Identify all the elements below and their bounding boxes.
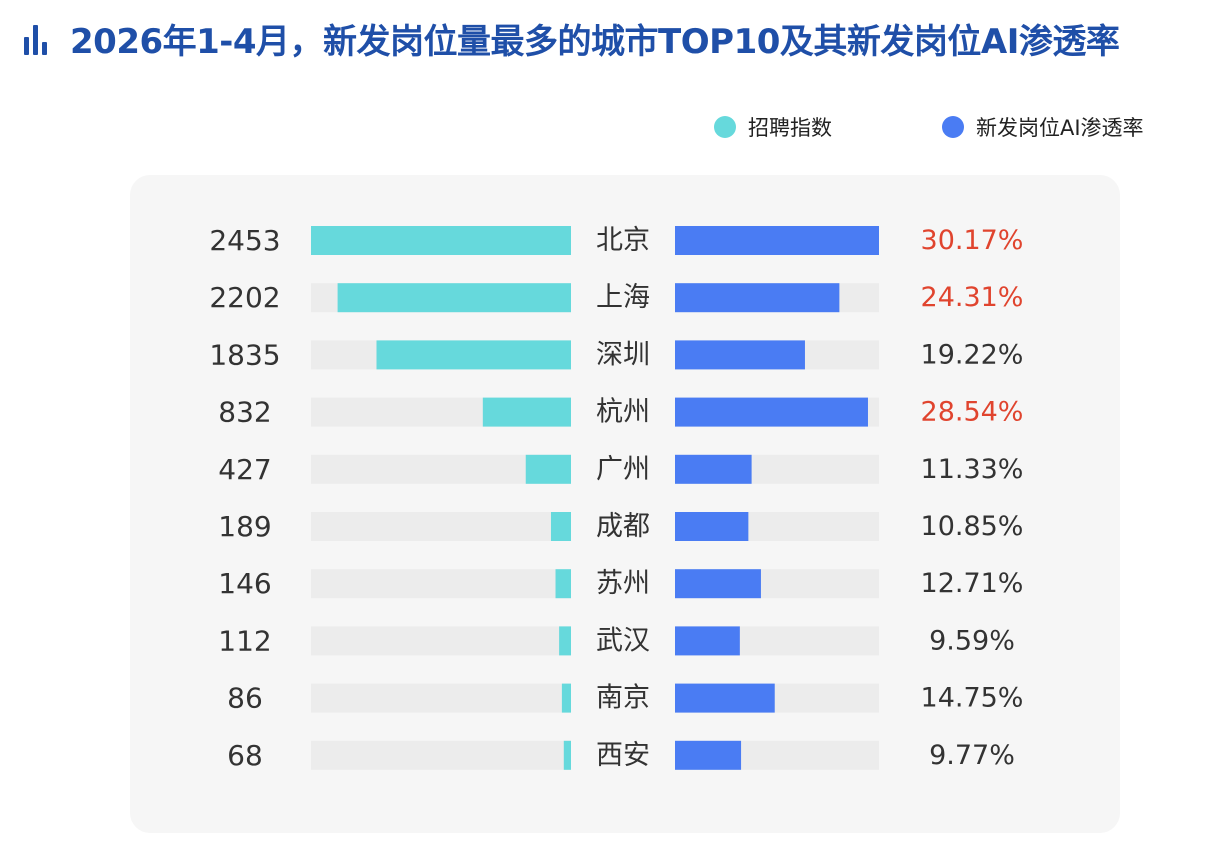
- city-label: 北京: [596, 225, 650, 256]
- index-bar-track: [311, 512, 571, 541]
- chart-svg: 2453 北京 30.17% 2202 上海 24.31% 1835 深圳 19.22% 832 杭…: [209, 224, 1024, 772]
- ai-rate-label: 9.59%: [929, 625, 1015, 656]
- ai-bar: [675, 626, 740, 656]
- index-value-label: 112: [218, 624, 271, 657]
- ai-bar: [675, 512, 749, 541]
- index-bar: [559, 626, 571, 656]
- city-label: 西安: [596, 740, 650, 771]
- index-value-label: 68: [227, 739, 263, 772]
- index-value-label: 146: [218, 567, 271, 600]
- ai-rate-label: 9.77%: [929, 740, 1015, 771]
- index-bar-track: [311, 683, 571, 713]
- legend-item-recruitment-index: 招聘指数: [714, 112, 832, 142]
- index-value-label: 189: [218, 510, 271, 543]
- legend-dot-recruitment-index: [714, 116, 736, 138]
- index-bar-track: [311, 740, 571, 770]
- index-value-label: 832: [218, 396, 271, 429]
- city-label: 成都: [596, 511, 650, 542]
- city-label: 上海: [596, 282, 650, 313]
- index-bar: [337, 283, 571, 313]
- ai-bar: [675, 283, 840, 313]
- city-label: 深圳: [596, 339, 650, 370]
- page-title: 2026年1-4月，新发岗位量最多的城市TOP10及其新发岗位AI渗透率: [70, 22, 1120, 62]
- ai-rate-label: 14.75%: [921, 683, 1024, 714]
- ai-bar: [675, 740, 742, 770]
- city-label: 广州: [596, 454, 650, 485]
- ai-bar: [675, 226, 879, 255]
- index-bar: [563, 740, 571, 770]
- legend-label-recruitment-index: 招聘指数: [748, 116, 832, 140]
- bar-chart-icon: [24, 25, 50, 55]
- ai-rate-label: 24.31%: [921, 282, 1024, 313]
- city-label: 杭州: [596, 397, 650, 428]
- legend-label-ai-penetration: 新发岗位AI渗透率: [976, 116, 1144, 140]
- city-label: 南京: [596, 683, 650, 714]
- index-value-label: 1835: [209, 338, 280, 371]
- city-label: 武汉: [596, 625, 650, 656]
- ai-rate-label: 12.71%: [921, 568, 1024, 599]
- ai-bar: [675, 569, 761, 599]
- index-bar-track: [311, 626, 571, 656]
- index-bar: [525, 454, 571, 484]
- index-value-label: 2202: [209, 281, 280, 314]
- index-bar: [311, 226, 571, 255]
- ai-rate-label: 11.33%: [921, 454, 1024, 485]
- ai-rate-label: 28.54%: [921, 397, 1024, 428]
- legend-item-ai-penetration: 新发岗位AI渗透率: [942, 112, 1144, 142]
- index-bar: [482, 397, 571, 427]
- ai-rate-label: 19.22%: [921, 339, 1024, 370]
- city-label: 苏州: [596, 568, 650, 599]
- ai-bar: [675, 340, 805, 370]
- index-bar: [376, 340, 571, 370]
- index-bar-track: [311, 569, 571, 599]
- ai-bar: [675, 397, 868, 427]
- index-value-label: 2453: [209, 224, 280, 257]
- index-bar: [561, 683, 571, 713]
- index-bar: [555, 569, 571, 599]
- ai-rate-label: 30.17%: [921, 225, 1024, 256]
- index-value-label: 86: [227, 682, 263, 715]
- ai-bar: [675, 454, 752, 484]
- chart-panel: 2453 北京 30.17% 2202 上海 24.31% 1835 深圳 19.22% 832 杭…: [130, 175, 1120, 833]
- legend-dot-ai-penetration: [942, 116, 964, 138]
- index-value-label: 427: [218, 453, 271, 486]
- ai-bar: [675, 683, 775, 713]
- ai-rate-label: 10.85%: [921, 511, 1024, 542]
- index-bar: [550, 512, 571, 541]
